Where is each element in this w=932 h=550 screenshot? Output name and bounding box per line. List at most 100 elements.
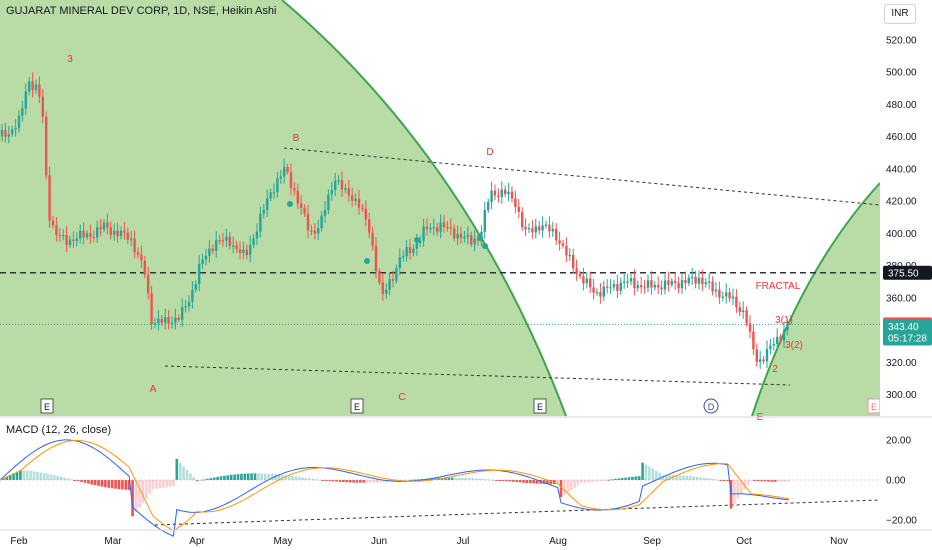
macd-histogram-bar xyxy=(114,480,117,489)
macd-histogram-bar xyxy=(634,476,638,480)
candle-body xyxy=(538,226,541,231)
candle-body xyxy=(211,248,214,251)
candle-body xyxy=(293,188,296,191)
candle-body xyxy=(181,307,184,320)
macd-histogram-bar xyxy=(219,476,223,480)
macd-histogram-bar xyxy=(586,480,590,483)
candle-body xyxy=(609,287,612,289)
candle-body xyxy=(31,81,34,91)
macd-histogram-bar xyxy=(223,475,226,480)
candle-body xyxy=(466,235,469,238)
macd-histogram-bar xyxy=(236,474,240,480)
candle-body xyxy=(228,236,231,247)
candle-body xyxy=(432,227,435,229)
macd-histogram-bar xyxy=(471,478,474,480)
macd-histogram-bar xyxy=(117,480,121,490)
time-tick-label: Jul xyxy=(457,536,470,547)
macd-histogram-bar xyxy=(467,478,471,480)
macd-histogram-bar xyxy=(325,480,328,481)
macd-histogram-bar xyxy=(148,480,151,494)
wave-label: FRACTAL xyxy=(756,281,801,292)
candle-body xyxy=(680,280,684,289)
macd-histogram-bar xyxy=(270,473,274,480)
candle-body xyxy=(92,236,95,239)
candle-body xyxy=(595,292,599,294)
candle-body xyxy=(646,280,650,288)
candle-body xyxy=(306,213,310,231)
macd-histogram-bar xyxy=(498,480,502,481)
wave-label: 3(2) xyxy=(785,340,803,351)
right-arc-area xyxy=(752,183,880,416)
macd-histogram-bar xyxy=(22,470,26,480)
macd-histogram-bar xyxy=(70,479,73,481)
macd-histogram-bar xyxy=(49,474,53,480)
macd-histogram-bar xyxy=(134,480,138,513)
candle-body xyxy=(34,84,38,91)
candle-body xyxy=(310,230,313,232)
macd-histogram-bar xyxy=(787,480,791,482)
candle-body xyxy=(449,227,452,229)
macd-histogram-bar xyxy=(705,478,709,480)
macd-histogram-bar xyxy=(331,480,335,482)
candle-body xyxy=(221,240,225,242)
candle-body xyxy=(136,252,140,255)
macd-histogram-bar xyxy=(447,477,451,480)
macd-histogram-bar xyxy=(107,480,111,488)
candle-body xyxy=(157,318,160,324)
macd-histogram-bar xyxy=(770,480,774,482)
macd-histogram-bar xyxy=(665,474,668,480)
macd-histogram-bar xyxy=(631,476,634,480)
candle-body xyxy=(619,282,622,291)
candle-body xyxy=(55,225,58,236)
macd-histogram-bar xyxy=(39,472,43,480)
candle-body xyxy=(334,180,337,190)
candle-body xyxy=(371,232,374,246)
price-tick-label: 400.00 xyxy=(886,229,917,240)
macd-histogram-bar xyxy=(535,480,539,484)
candle-body xyxy=(694,276,697,284)
price-tick-label: 420.00 xyxy=(886,197,917,208)
macd-histogram-bar xyxy=(614,478,617,480)
candle-body xyxy=(636,285,639,289)
candle-body xyxy=(531,228,534,233)
candle-body xyxy=(133,238,136,253)
macd-histogram-bar xyxy=(450,477,454,480)
candle-body xyxy=(238,249,242,254)
candle-body xyxy=(524,227,527,230)
candle-body xyxy=(640,285,643,288)
candle-body xyxy=(616,284,619,291)
candle-body xyxy=(48,175,51,221)
macd-histogram-bar xyxy=(25,470,29,480)
candle-body xyxy=(286,167,289,173)
macd-histogram-bar xyxy=(250,473,253,480)
macd-histogram-bar xyxy=(267,473,270,480)
chart-title: GUJARAT MINERAL DEV CORP, 1D, NSE, Heiki… xyxy=(6,5,277,17)
candle-body xyxy=(589,278,592,288)
macd-histogram-bar xyxy=(110,480,114,489)
macd-histogram-bar xyxy=(165,480,168,488)
price-tick-label: 440.00 xyxy=(886,164,917,175)
candle-body xyxy=(731,296,735,299)
candle-body xyxy=(565,245,568,256)
candle-body xyxy=(599,292,602,297)
currency-selector[interactable]: INR xyxy=(884,4,916,24)
upper-trendline xyxy=(283,147,881,206)
candle-body xyxy=(408,247,412,254)
macd-histogram-bar xyxy=(12,473,15,480)
pattern-marker xyxy=(482,243,488,249)
candle-body xyxy=(119,230,123,237)
macd-title: MACD (12, 26, close) xyxy=(6,424,112,436)
macd-histogram-bar xyxy=(185,469,189,480)
candle-body xyxy=(473,238,476,245)
macd-histogram-bar xyxy=(284,475,287,480)
macd-histogram-bar xyxy=(430,478,434,480)
candle-body xyxy=(446,227,449,229)
macd-histogram-bar xyxy=(359,480,362,483)
left-arc-line xyxy=(281,0,567,417)
candle-body xyxy=(184,306,187,308)
macd-histogram-bar xyxy=(32,471,36,480)
macd-histogram-bar xyxy=(739,480,743,494)
candle-body xyxy=(354,198,357,201)
candle-body xyxy=(150,293,153,325)
